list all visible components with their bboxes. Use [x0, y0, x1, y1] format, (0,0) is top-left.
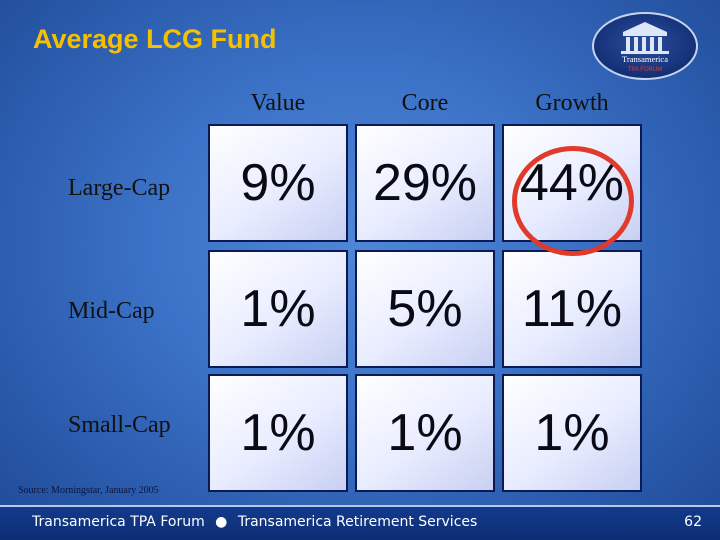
cell-small-cap-growth: 1%: [502, 374, 642, 492]
footer-right-text: Transamerica Retirement Services: [237, 514, 478, 530]
column-header-growth: Growth: [535, 90, 609, 116]
row-header-small-cap: Small-Cap: [68, 412, 171, 438]
page-number: 62: [684, 514, 702, 530]
cell-small-cap-core: 1%: [355, 374, 495, 492]
cell-mid-cap-growth: 11%: [502, 250, 642, 368]
cell-large-cap-value: 9%: [208, 124, 348, 242]
footer-text: Transamerica TPA Forum ● Transamerica Re…: [32, 514, 477, 530]
column-header-value: Value: [250, 90, 306, 116]
cell-large-cap-core: 29%: [355, 124, 495, 242]
highlight-circle: [512, 146, 634, 256]
transamerica-logo: Transamerica TPA FORUM: [590, 10, 700, 80]
footer-separator: ●: [215, 514, 228, 530]
row-header-large-cap: Large-Cap: [68, 175, 171, 201]
slide-title: Average LCG Fund: [33, 24, 277, 54]
column-header-core: Core: [401, 90, 449, 116]
cell-mid-cap-value: 1%: [208, 250, 348, 368]
logo-subtitle: TPA FORUM: [628, 67, 663, 73]
cell-mid-cap-core: 5%: [355, 250, 495, 368]
footer-divider: [0, 505, 720, 507]
footer-left-text: Transamerica TPA Forum: [32, 514, 205, 530]
footer-bar: Transamerica TPA Forum ● Transamerica Re…: [0, 507, 720, 540]
logo-name: Transamerica: [622, 54, 668, 64]
row-header-mid-cap: Mid-Cap: [68, 298, 155, 324]
source-note: Source: Morningstar, January 2005: [18, 485, 159, 496]
cell-small-cap-value: 1%: [208, 374, 348, 492]
building-icon: Transamerica TPA FORUM: [592, 12, 698, 80]
